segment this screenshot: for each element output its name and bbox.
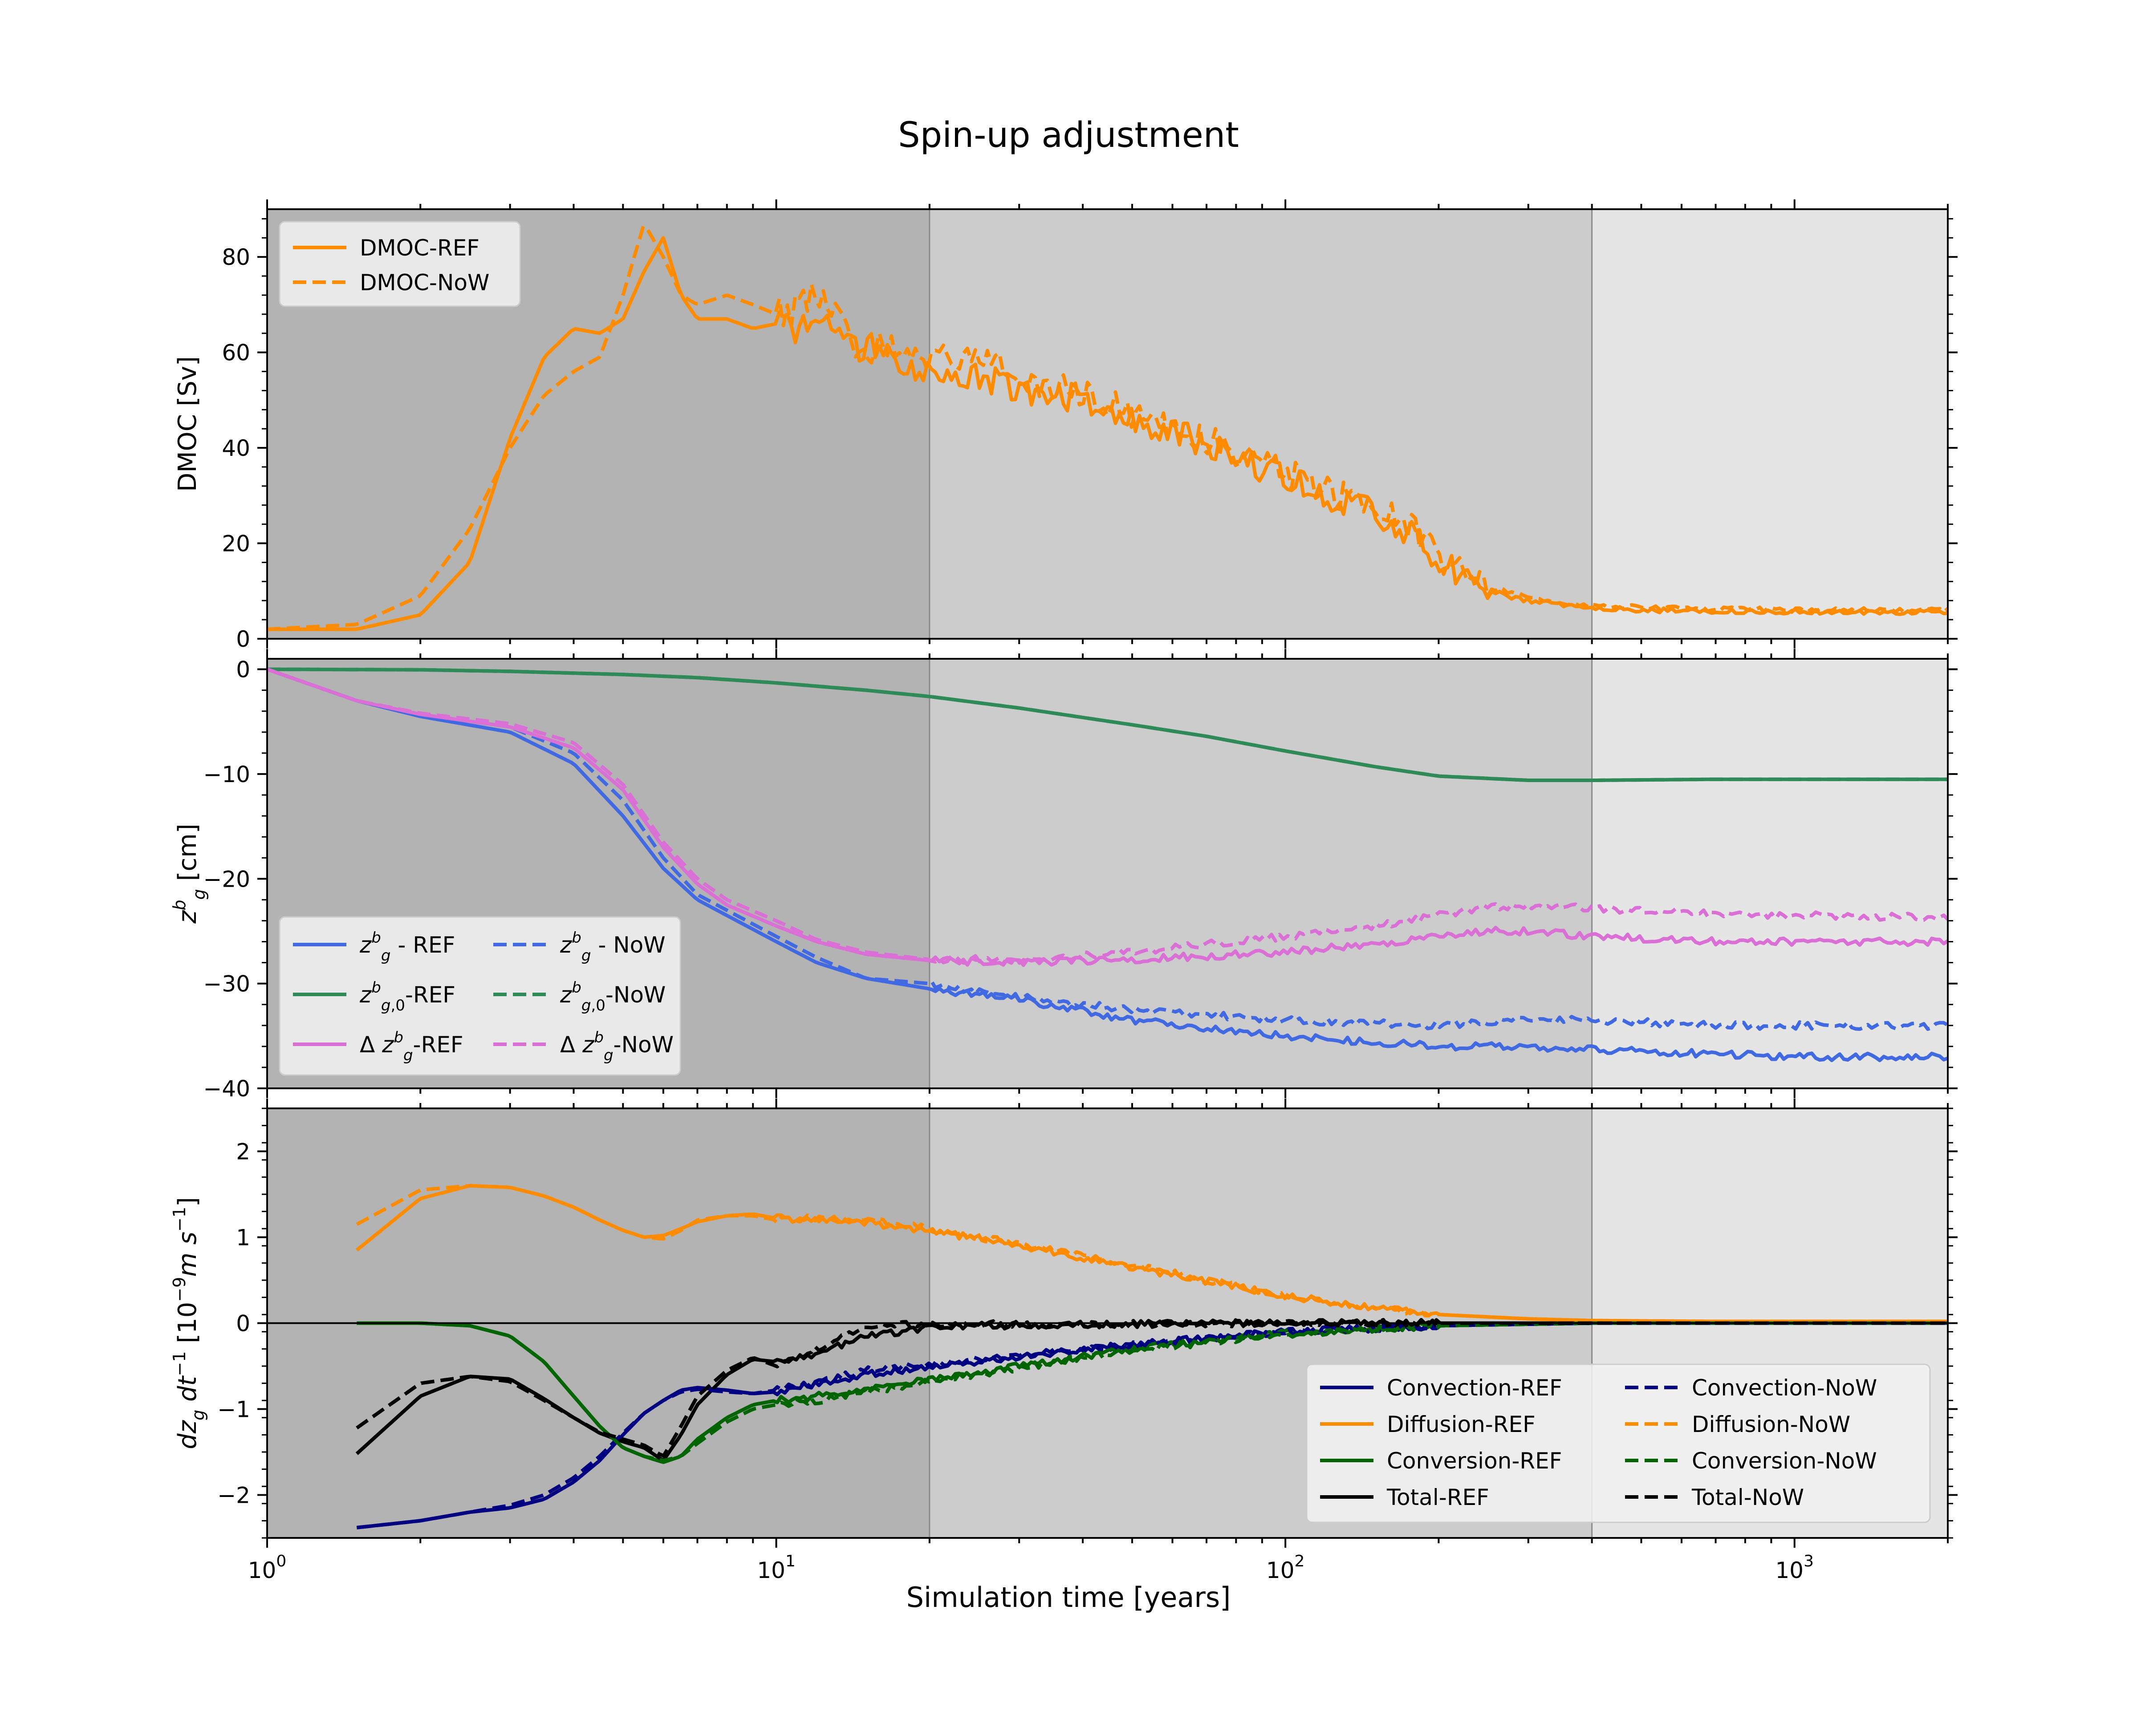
legend-label: Conversion-REF (1387, 1448, 1562, 1474)
plot-frame (266, 208, 1949, 640)
series-line-2 (267, 224, 1948, 631)
legend-label: Diffusion-NoW (1692, 1412, 1850, 1437)
x-tick-label: 102 (1266, 1552, 1305, 1583)
legend-label: zbg - NoW (560, 929, 666, 965)
y-tick-label: −30 (203, 971, 250, 997)
series-line-6 (356, 1184, 1948, 1323)
legend-label: Convection-REF (1387, 1375, 1562, 1401)
legend-label: Conversion-NoW (1692, 1448, 1877, 1474)
y-axis-label: dzg dt−1 [10−9m s−1] (170, 1197, 208, 1449)
y-tick-label: 1 (236, 1225, 250, 1251)
series-line-2 (267, 667, 1948, 1031)
x-tick-label: 100 (248, 1552, 287, 1583)
y-tick-label: 20 (222, 531, 250, 557)
plot-frame (266, 658, 1949, 1089)
y-tick-label: −20 (203, 866, 250, 892)
legend-label: DMOC-REF (360, 235, 479, 261)
y-tick-label: 2 (236, 1139, 250, 1165)
legend: DMOC-REF DMOC-NoW (279, 221, 521, 307)
legend-box (279, 916, 681, 1076)
shade-band-2 (929, 209, 1592, 639)
legend: Convection-REF Diffusion-REF Conversion-RE… (1306, 1363, 1931, 1523)
shade-band-3 (1592, 659, 1948, 1088)
legend-box (279, 221, 521, 307)
series-line-5 (267, 667, 1948, 967)
legend-label: Total-NoW (1691, 1485, 1804, 1510)
panel-3: 2 1 0 −1 −2 100 101 102 103 dzg dt−1 [10−9m s−1] C… (170, 1099, 1958, 1583)
y-axis-label: zbg [cm] (170, 823, 209, 924)
series-line-6 (267, 667, 1948, 965)
series-line-1 (267, 236, 1948, 631)
y-tick-label: 0 (236, 1311, 250, 1337)
series-line-4 (267, 667, 1948, 782)
y-tick-label: −10 (203, 762, 250, 787)
y-axis-label-group: dzg dt−1 [10−9m s−1] (170, 1197, 208, 1449)
shade-band-3 (1592, 209, 1948, 639)
panel-1: 0 20 40 60 80 DMOC [Sv] DMOC-REF DMOC-NoW (173, 199, 1958, 652)
shade-band-2 (929, 659, 1592, 1088)
y-tick-label: −40 (203, 1076, 250, 1102)
y-axis-label-group: zbg [cm] (170, 823, 209, 924)
legend-label: DMOC-NoW (360, 270, 489, 296)
legend-label: Total-REF (1386, 1485, 1489, 1510)
legend-label: zbg - REF (359, 929, 455, 965)
figure-title: Spin-up adjustment (898, 115, 1239, 155)
x-tick-label: 103 (1775, 1552, 1814, 1583)
panel-2: 0 −10 −20 −30 −40 zbg [cm] zbg - REF zbg,0-REF Δ… (170, 649, 1958, 1102)
legend-label: Δ zbg-REF (360, 1029, 463, 1064)
y-tick-label: −1 (217, 1397, 250, 1423)
legend-label: Δ zbg-NoW (560, 1029, 674, 1064)
y-tick-label: 0 (236, 626, 250, 652)
legend: zbg - REF zbg,0-REF Δ zbg-REF zbg - NoW zbg,… (279, 916, 681, 1076)
y-tick-label: 40 (222, 435, 250, 461)
legend-label: zbg,0-REF (359, 979, 455, 1014)
y-tick-label: 60 (222, 340, 250, 366)
legend-label: zbg,0-NoW (560, 979, 666, 1014)
y-axis-label-group: DMOC [Sv] (173, 356, 202, 492)
x-axis-label: Simulation time [years] (906, 1581, 1231, 1614)
y-axis-label: DMOC [Sv] (173, 356, 202, 492)
series-group (267, 667, 1948, 1063)
x-tick-label: 101 (757, 1552, 796, 1583)
y-tick-label: 0 (236, 657, 250, 683)
y-tick-label: 80 (222, 244, 250, 270)
legend-label: Diffusion-REF (1387, 1412, 1536, 1437)
legend-box (1306, 1363, 1931, 1523)
y-tick-label: −2 (217, 1483, 250, 1509)
series-line-1 (267, 667, 1948, 1063)
series-group (267, 224, 1948, 631)
legend-label: Convection-NoW (1692, 1375, 1877, 1401)
series-group (355, 1184, 1948, 1529)
